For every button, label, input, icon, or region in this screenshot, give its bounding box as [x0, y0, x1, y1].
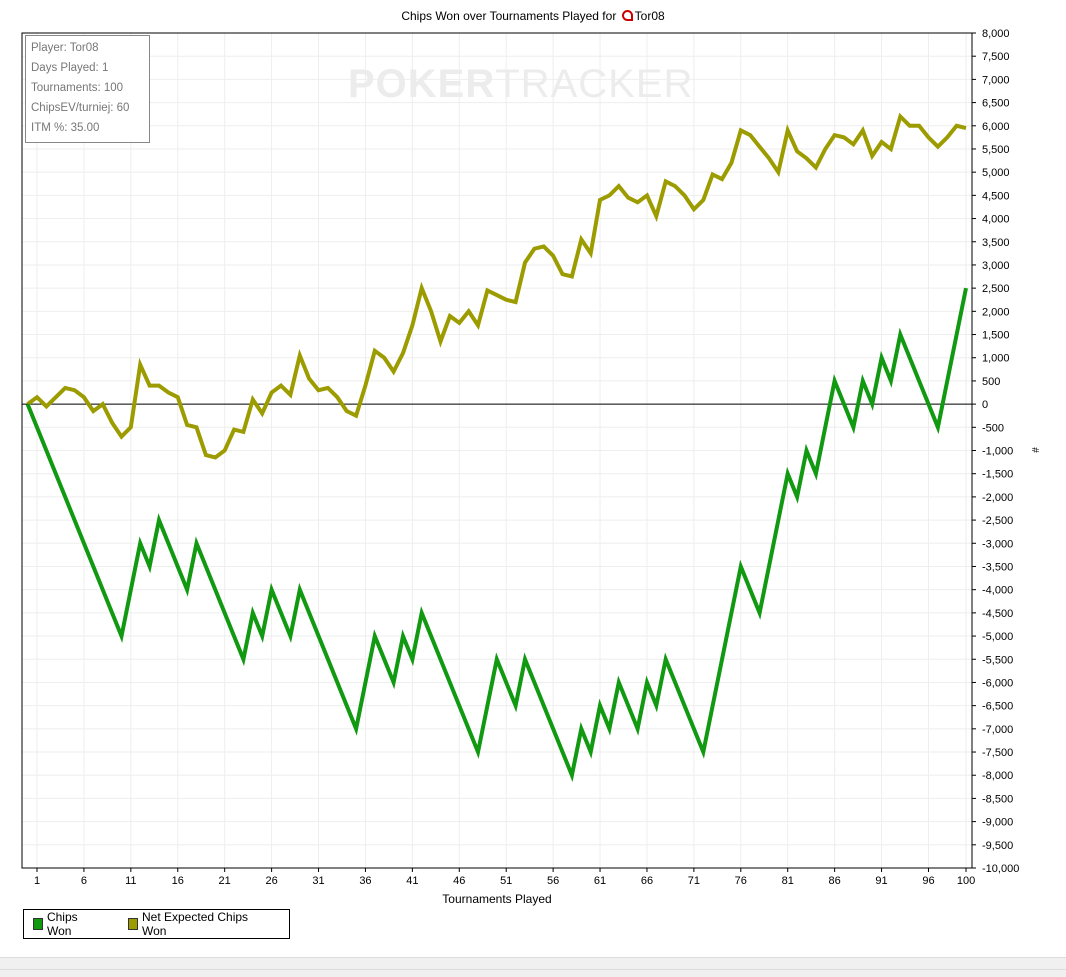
x-tick-label: 31	[312, 875, 324, 887]
y-tick-label: -8,000	[982, 770, 1013, 782]
x-tick-label: 1	[34, 875, 40, 887]
x-tick-label: 66	[641, 875, 653, 887]
x-axis-label: Tournaments Played	[442, 892, 551, 906]
info-itm: ITM %: 35.00	[31, 122, 100, 134]
y-tick-label: -4,000	[982, 585, 1013, 597]
y-tick-label: 6,500	[982, 98, 1010, 110]
y-tick-label: -6,000	[982, 677, 1013, 689]
y-tick-label: -1,000	[982, 446, 1013, 458]
series-line-chips-won	[25, 287, 968, 783]
y-tick-label: -9,500	[982, 840, 1013, 852]
y-tick-label: 7,500	[982, 51, 1010, 63]
site-logo-icon	[621, 10, 633, 21]
x-tick-label: 96	[922, 875, 934, 887]
y-tick-label: 1,500	[982, 330, 1010, 342]
y-tick-label: 500	[982, 376, 1000, 388]
y-tick-label: -3,000	[982, 538, 1013, 550]
x-tick-label: 26	[265, 875, 277, 887]
y-tick-label: 4,000	[982, 214, 1010, 226]
x-tick-label: 71	[688, 875, 700, 887]
y-tick-label: -7,000	[982, 724, 1013, 736]
title-player: Tor08	[634, 9, 665, 23]
legend: Chips Won Net Expected Chips Won	[23, 909, 290, 939]
info-player: Player: Tor08	[31, 42, 99, 54]
plot-frame	[21, 32, 973, 869]
y-tick-label: 4,500	[982, 190, 1010, 202]
x-tick-label: 100	[957, 875, 975, 887]
y-tick-label: -2,000	[982, 492, 1013, 504]
y-tick-label: 6,000	[982, 121, 1010, 133]
legend-swatch	[128, 918, 138, 930]
x-tick-label: 61	[594, 875, 606, 887]
x-tick-label: 46	[453, 875, 465, 887]
y-tick-label: 3,000	[982, 260, 1010, 272]
y-tick-label: 5,000	[982, 167, 1010, 179]
y-tick-label: -5,000	[982, 631, 1013, 643]
info-tournaments: Tournaments: 100	[31, 82, 124, 94]
y-tick-label: -4,500	[982, 608, 1013, 620]
y-tick-label: 3,500	[982, 237, 1010, 249]
series-line-net-expected-chips-won	[26, 112, 967, 460]
y-tick-label: -7,500	[982, 747, 1013, 759]
y-tick-label: -3,500	[982, 561, 1013, 573]
x-tick-label: 36	[359, 875, 371, 887]
axes: 8,000 7,500 7,000 6,500 6,000 5,500 5,000 4,500…	[21, 28, 1040, 906]
player-info-box: Player: Tor08 Days Played: 1 Tournaments…	[25, 35, 150, 143]
legend-swatch	[33, 918, 43, 930]
legend-item-chips-won[interactable]: Chips Won	[33, 910, 105, 938]
pokertracker-watermark: POKERTRACKER	[348, 62, 694, 106]
y-tick-label: -1,500	[982, 469, 1013, 481]
x-tick-label: 51	[500, 875, 512, 887]
x-tick-label: 81	[782, 875, 794, 887]
y-tick-label: 0	[982, 399, 988, 411]
y-tick-label: -10,000	[982, 863, 1019, 875]
grid	[22, 32, 972, 869]
x-tick-label: 11	[125, 875, 136, 887]
x-tick-label: 16	[172, 875, 184, 887]
y-tick-label: -8,500	[982, 793, 1013, 805]
y-tick-label: -500	[982, 422, 1004, 434]
y-tick-label: 8,000	[982, 28, 1010, 40]
x-tick-label: 76	[735, 875, 747, 887]
status-bar	[0, 957, 1066, 977]
y-tick-label: -2,500	[982, 515, 1013, 527]
x-tick-label: 21	[219, 875, 231, 887]
x-tick-label: 86	[829, 875, 841, 887]
y-tick-label: -5,500	[982, 654, 1013, 666]
x-tick-label: 56	[547, 875, 559, 887]
y-tick-label: 1,000	[982, 353, 1010, 365]
x-tick-label: 6	[81, 875, 87, 887]
y-tick-label: 2,500	[982, 283, 1010, 295]
chart-title: Chips Won over Tournaments Played for To…	[401, 9, 665, 23]
x-tick-label: 41	[406, 875, 418, 887]
y-tick-label: 5,500	[982, 144, 1010, 156]
info-chipsev: ChipsEV/turniej: 60	[31, 102, 130, 114]
y-tick-label: -6,500	[982, 701, 1013, 713]
info-days-played: Days Played: 1	[31, 62, 109, 74]
x-tick-label: 91	[875, 875, 887, 887]
y-tick-label: 2,000	[982, 306, 1010, 318]
legend-item-net-expected[interactable]: Net Expected Chips Won	[128, 910, 275, 938]
y-axis-label: #	[1029, 447, 1040, 453]
series-lines	[25, 112, 968, 783]
y-tick-label: 7,000	[982, 74, 1010, 86]
y-tick-label: -9,000	[982, 817, 1013, 829]
